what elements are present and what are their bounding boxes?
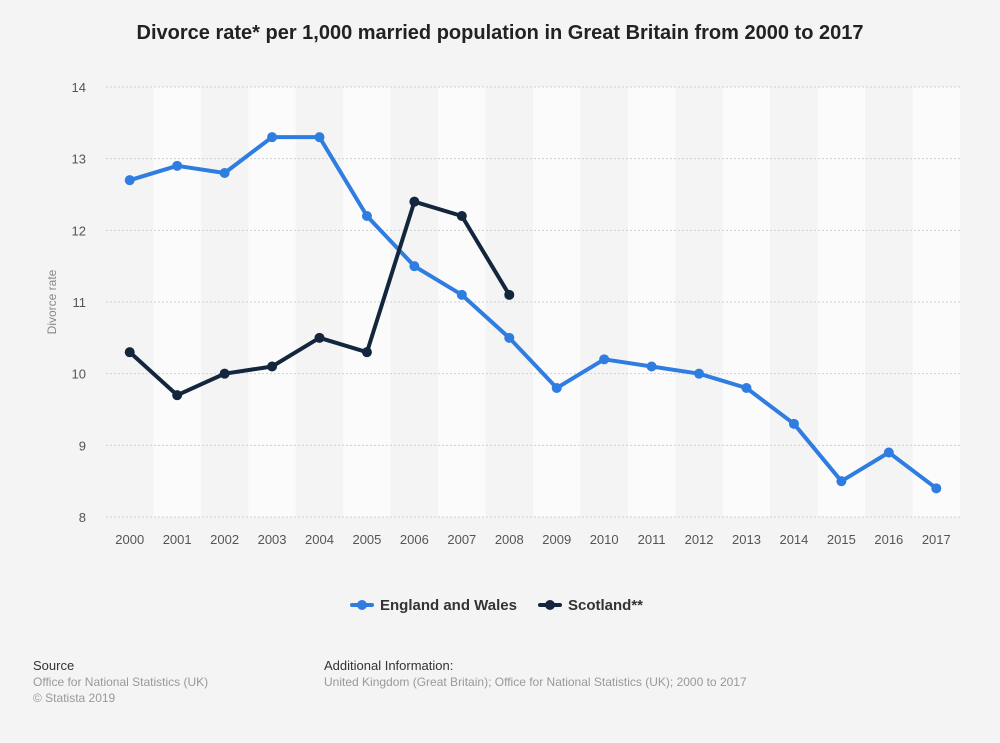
y-tick-label: 8 bbox=[79, 510, 86, 525]
x-tick-label: 2006 bbox=[400, 532, 429, 547]
data-point bbox=[314, 132, 325, 143]
data-point bbox=[646, 361, 657, 372]
legend: England and Wales Scotland** bbox=[350, 597, 643, 614]
column-band bbox=[533, 87, 581, 517]
legend-label: Scotland** bbox=[568, 597, 643, 614]
data-point bbox=[456, 211, 467, 221]
column-band bbox=[106, 87, 154, 517]
x-tick-label: 2013 bbox=[732, 532, 761, 547]
x-tick-label: 2007 bbox=[447, 532, 476, 547]
x-tick-label: 2001 bbox=[163, 532, 192, 547]
data-point bbox=[267, 132, 278, 143]
data-point bbox=[124, 175, 135, 186]
x-tick-label: 2017 bbox=[922, 532, 951, 547]
data-point bbox=[551, 383, 562, 393]
x-tick-label: 2016 bbox=[874, 532, 903, 547]
x-tick-label: 2010 bbox=[590, 532, 619, 547]
data-point bbox=[361, 347, 372, 358]
x-tick-label: 2012 bbox=[685, 532, 714, 547]
data-point bbox=[409, 261, 420, 272]
data-point bbox=[219, 168, 230, 178]
y-tick-label: 14 bbox=[72, 80, 86, 95]
series-line bbox=[127, 135, 939, 491]
additional-info-line: United Kingdom (Great Britain); Office f… bbox=[324, 675, 747, 689]
additional-info-heading: Additional Information: bbox=[324, 658, 454, 673]
legend-label: England and Wales bbox=[380, 597, 517, 614]
data-point bbox=[883, 447, 894, 458]
y-axis-ticks: 8 9 10 11 12 13 14 bbox=[72, 80, 86, 525]
y-axis-label: Divorce rate bbox=[45, 269, 59, 334]
data-point bbox=[172, 390, 183, 401]
source-heading: Source bbox=[33, 658, 75, 673]
source-line: Office for National Statistics (UK) bbox=[33, 675, 209, 689]
y-tick-label: 13 bbox=[72, 152, 86, 167]
source-block: Source Office for National Statistics (U… bbox=[33, 658, 208, 706]
data-point bbox=[931, 483, 942, 494]
x-tick-label: 2003 bbox=[258, 532, 287, 547]
column-band bbox=[912, 87, 960, 517]
data-point bbox=[694, 368, 705, 379]
data-point bbox=[124, 347, 135, 358]
data-point bbox=[456, 289, 467, 300]
x-axis-ticks: 2000 2001 2002 2003 2004 2005 2006 2007 2008 2009… bbox=[115, 532, 950, 547]
x-tick-label: 2009 bbox=[542, 532, 571, 547]
chart-title: Divorce rate* per 1,000 married populati… bbox=[136, 22, 864, 44]
additional-info-block: Additional Information: United Kingdom (… bbox=[324, 658, 747, 690]
x-tick-label: 2008 bbox=[495, 532, 524, 547]
column-band bbox=[153, 87, 201, 517]
y-tick-label: 10 bbox=[72, 367, 86, 382]
x-tick-label: 2002 bbox=[210, 532, 239, 547]
column-band bbox=[817, 87, 866, 517]
data-point bbox=[504, 332, 515, 343]
legend-marker-dot bbox=[357, 600, 367, 610]
data-point bbox=[504, 289, 515, 300]
x-tick-label: 2011 bbox=[638, 532, 666, 547]
copyright-line: © Statista 2019 bbox=[33, 691, 116, 705]
y-tick-label: 11 bbox=[73, 295, 87, 310]
y-tick-label: 9 bbox=[79, 438, 86, 453]
data-point bbox=[788, 418, 799, 429]
data-point bbox=[361, 211, 372, 221]
legend-marker-dot bbox=[545, 600, 555, 610]
data-point bbox=[836, 476, 847, 487]
data-point bbox=[409, 196, 420, 207]
column-band bbox=[865, 87, 913, 517]
column-band bbox=[200, 87, 249, 517]
x-tick-label: 2000 bbox=[115, 532, 144, 547]
y-tick-label: 12 bbox=[72, 223, 86, 238]
data-point bbox=[267, 361, 278, 372]
x-tick-label: 2015 bbox=[827, 532, 856, 547]
data-point bbox=[314, 332, 325, 343]
x-tick-label: 2005 bbox=[352, 532, 381, 547]
data-point bbox=[219, 368, 230, 379]
series-lines bbox=[124, 132, 942, 494]
data-point bbox=[599, 354, 610, 365]
x-tick-label: 2004 bbox=[305, 532, 334, 547]
column-band bbox=[485, 87, 533, 517]
data-point bbox=[172, 160, 183, 171]
x-tick-label: 2014 bbox=[779, 532, 808, 547]
data-point bbox=[741, 383, 752, 393]
